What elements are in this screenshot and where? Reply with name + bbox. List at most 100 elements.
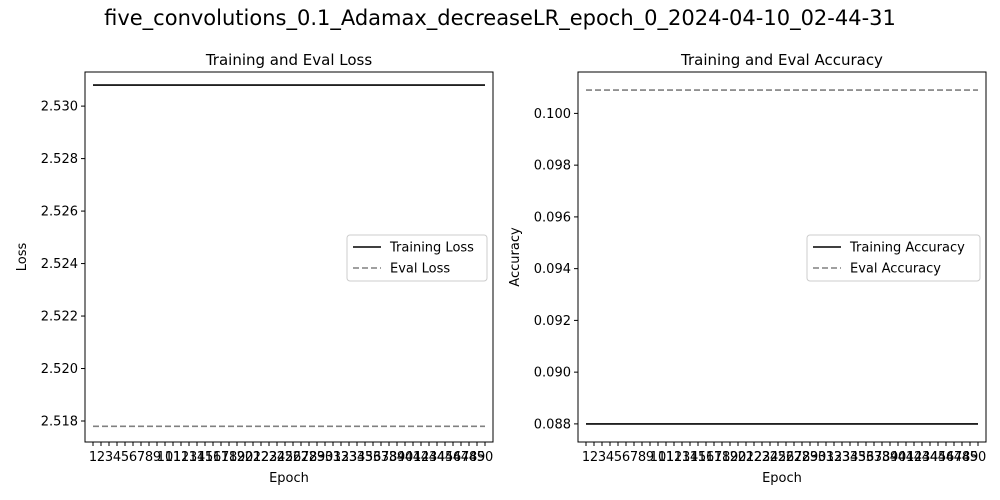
chart1-xtick-label-24: 24 (269, 450, 286, 465)
chart1-xtick-label-14: 14 (189, 450, 206, 465)
chart2-xtick-label-26: 26 (778, 450, 795, 465)
chart1-ytick-label-3: 2.522 (41, 310, 78, 325)
chart2-ytick-label-4: 0.094 (534, 262, 571, 277)
chart1-xtick-label-11: 11 (165, 450, 182, 465)
chart2-xtick-label-2: 2 (590, 450, 598, 465)
chart1-xtick-label-30: 30 (317, 450, 334, 465)
chart1-xtick-label-38: 38 (381, 450, 398, 465)
chart2-xtick-label-37: 37 (866, 450, 883, 465)
chart2-xtick-label-40: 40 (890, 450, 907, 465)
chart1-xtick-label-49: 49 (469, 450, 486, 465)
chart2-xtick-label-22: 22 (746, 450, 763, 465)
chart2-xtick-label-17: 17 (706, 450, 723, 465)
chart2-xtick-label-36: 36 (858, 450, 875, 465)
chart2-xtick-label-15: 15 (690, 450, 707, 465)
chart2-xtick-label-28: 28 (794, 450, 811, 465)
chart1-xtick-label-45: 45 (437, 450, 454, 465)
chart1-xtick-label-34: 34 (349, 450, 366, 465)
chart1-xtick-label-3: 3 (105, 450, 113, 465)
chart1-xtick-label-50: 50 (477, 450, 494, 465)
chart1-xtick-label-4: 4 (113, 450, 121, 465)
chart2-xtick-label-47: 47 (946, 450, 963, 465)
chart2-xtick-label-4: 4 (606, 450, 614, 465)
chart2-ytick-label-5: 0.096 (534, 210, 571, 225)
chart2-xtick-label-3: 3 (598, 450, 606, 465)
chart1-xtick-label-26: 26 (285, 450, 302, 465)
chart2-xtick-label-16: 16 (698, 450, 715, 465)
chart2-xtick-label-19: 19 (722, 450, 739, 465)
chart1-ytick-label-7: 2.530 (41, 100, 78, 115)
chart1-xtick-label-37: 37 (373, 450, 390, 465)
chart2-ytick-label-3: 0.092 (534, 314, 571, 329)
chart1-xtick-label-20: 20 (237, 450, 254, 465)
chart2-xtick-label-21: 21 (738, 450, 755, 465)
chart1-xtick-label-48: 48 (461, 450, 478, 465)
chart1-xtick-label-21: 21 (245, 450, 262, 465)
chart1-title: Training and Eval Loss (205, 51, 373, 69)
chart2-xtick-label-5: 5 (614, 450, 622, 465)
chart1-xtick-label-41: 41 (405, 450, 422, 465)
chart1-xtick-label-10: 10 (157, 450, 174, 465)
chart1-xtick-label-40: 40 (397, 450, 414, 465)
chart1-xtick-label-17: 17 (213, 450, 230, 465)
chart1-xtick-label-35: 35 (357, 450, 374, 465)
chart2-xtick-label-20: 20 (730, 450, 747, 465)
chart1-legend-box (346, 234, 488, 282)
chart1-xtick-label-42: 42 (413, 450, 430, 465)
chart1-xtick-label-2: 2 (97, 450, 105, 465)
chart2-xtick-label-44: 44 (922, 450, 939, 465)
chart1-xtick-label-5: 5 (121, 450, 129, 465)
chart1-ytick-label-1: 2.518 (41, 415, 78, 430)
chart2-xtick-label-45: 45 (930, 450, 947, 465)
chart1-ytick-label-6: 2.528 (41, 152, 78, 167)
chart2-xtick-label-1: 1 (582, 450, 590, 465)
chart2-xtick-label-32: 32 (826, 450, 843, 465)
chart2-legend-label-1: Training Accuracy (849, 241, 965, 256)
chart1-xtick-label-27: 27 (293, 450, 310, 465)
chart1-xtick-label-18: 18 (221, 450, 238, 465)
chart1-ytick-label-5: 2.526 (41, 205, 78, 220)
chart1-xtick-label-16: 16 (205, 450, 222, 465)
chart2-xtick-label-49: 49 (962, 450, 979, 465)
chart2-ytick-label-6: 0.098 (534, 159, 571, 174)
chart1-xtick-label-43: 43 (421, 450, 438, 465)
chart2-xtick-label-31: 31 (818, 450, 835, 465)
chart2-ytick-label-7: 0.100 (534, 107, 571, 122)
chart1-xtick-label-6: 6 (129, 450, 137, 465)
chart2-xtick-label-39: 39 (882, 450, 899, 465)
figure-suptitle: five_convolutions_0.1_Adamax_decreaseLR_… (104, 6, 896, 30)
chart2-xtick-label-30: 30 (810, 450, 827, 465)
chart2-xtick-label-8: 8 (638, 450, 646, 465)
chart2-ytick-label-1: 0.088 (534, 417, 571, 432)
chart1-ylabel: Loss (15, 243, 30, 272)
chart1-xtick-label-23: 23 (261, 450, 278, 465)
chart2-xtick-label-43: 43 (914, 450, 931, 465)
chart2-xtick-label-23: 23 (754, 450, 771, 465)
chart2-xtick-label-11: 11 (658, 450, 675, 465)
chart1-xtick-label-9: 9 (153, 450, 161, 465)
chart1-xtick-label-22: 22 (253, 450, 270, 465)
chart2-xtick-label-24: 24 (762, 450, 779, 465)
chart1-xtick-label-7: 7 (137, 450, 145, 465)
chart2-xtick-label-13: 13 (674, 450, 691, 465)
chart1-xtick-label-1: 1 (89, 450, 97, 465)
chart2-legend-box (806, 234, 981, 282)
chart1-xtick-label-28: 28 (301, 450, 318, 465)
chart1-xtick-label-8: 8 (145, 450, 153, 465)
chart2-xtick-label-9: 9 (646, 450, 654, 465)
chart1-ytick-label-4: 2.524 (41, 257, 78, 272)
chart1-xlabel: Epoch (269, 471, 309, 486)
chart2-xtick-label-27: 27 (786, 450, 803, 465)
chart1-xtick-label-25: 25 (277, 450, 294, 465)
chart2-xlabel: Epoch (762, 471, 802, 486)
chart1-xtick-label-36: 36 (365, 450, 382, 465)
chart2-xtick-label-33: 33 (834, 450, 851, 465)
chart2-xtick-label-34: 34 (842, 450, 859, 465)
chart1-ytick-label-2: 2.520 (41, 362, 78, 377)
chart2-ytick-label-2: 0.090 (534, 366, 571, 381)
chart2-xtick-label-29: 29 (802, 450, 819, 465)
chart2-xtick-label-18: 18 (714, 450, 731, 465)
chart1-xtick-label-31: 31 (325, 450, 342, 465)
